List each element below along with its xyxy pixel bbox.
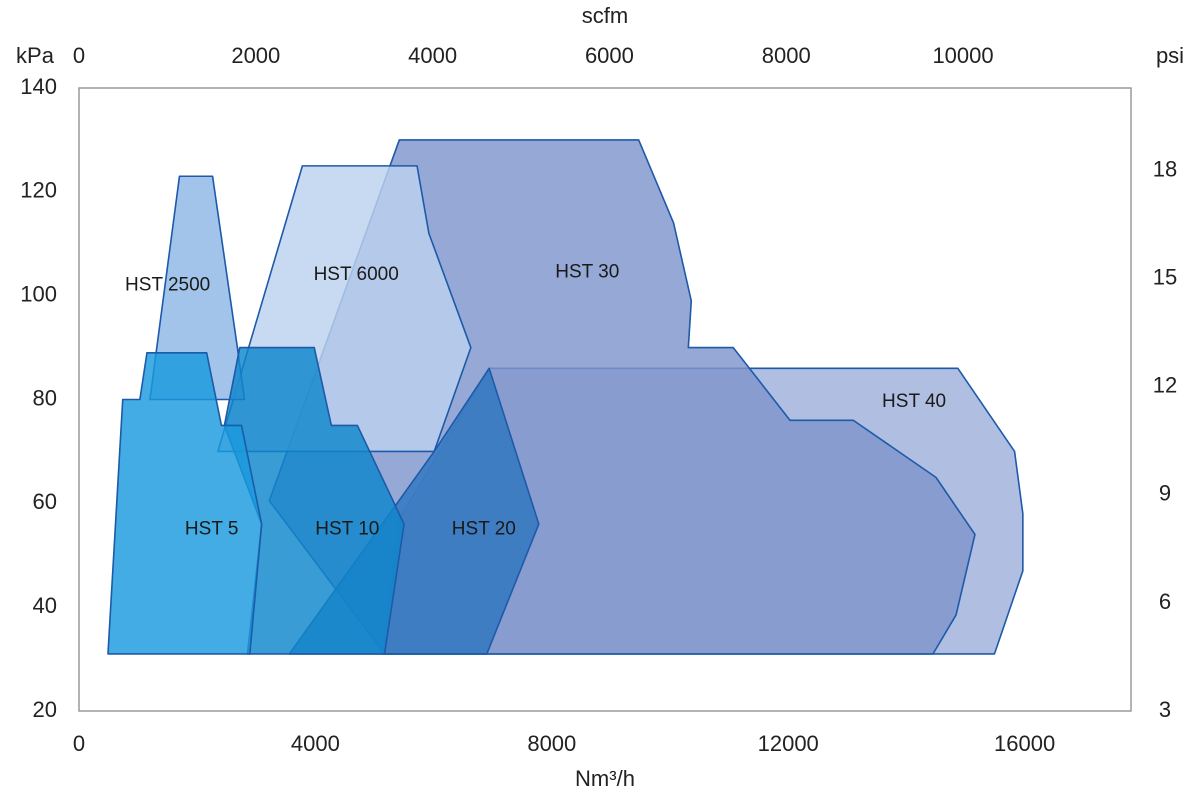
x2-tick-label: 2000 xyxy=(231,43,280,68)
x2-tick-label: 10000 xyxy=(932,43,993,68)
series-label: HST 40 xyxy=(882,391,946,412)
y-tick-label: 80 xyxy=(33,385,57,410)
x2-tick-label: 0 xyxy=(73,43,85,68)
y-tick-label: 140 xyxy=(20,74,57,99)
x-tick-label: 12000 xyxy=(758,731,819,756)
x-tick-label: 4000 xyxy=(291,731,340,756)
series-label: HST 30 xyxy=(555,261,619,282)
x-tick-label: 16000 xyxy=(994,731,1055,756)
x-tick-label: 8000 xyxy=(527,731,576,756)
y-tick-label: 20 xyxy=(33,697,57,722)
plot-frame xyxy=(78,87,1132,712)
y2-tick-label: 9 xyxy=(1159,481,1171,506)
y-tick-label: 60 xyxy=(33,489,57,514)
y2-tick-label: 6 xyxy=(1159,589,1171,614)
x2-tick-label: 4000 xyxy=(408,43,457,68)
envelope xyxy=(107,351,263,655)
series-label: HST 2500 xyxy=(125,274,210,295)
x2-tick-label: 6000 xyxy=(585,43,634,68)
y2-tick-label: 12 xyxy=(1153,373,1177,398)
y-axis-label: kPa xyxy=(16,43,55,68)
x-axis-label: Nm³/h xyxy=(575,766,635,791)
series-label: HST 5 xyxy=(185,518,239,539)
series-label: HST 10 xyxy=(315,518,379,539)
y2-tick-label: 18 xyxy=(1153,157,1177,182)
x2-tick-label: 8000 xyxy=(762,43,811,68)
y-tick-label: 40 xyxy=(33,593,57,618)
y2-tick-label: 15 xyxy=(1153,265,1177,290)
x-tick-label: 0 xyxy=(73,731,85,756)
y2-tick-label: 3 xyxy=(1159,697,1171,722)
y-tick-label: 120 xyxy=(20,178,57,203)
y-tick-label: 100 xyxy=(20,281,57,306)
x2-axis-label: scfm xyxy=(582,3,628,28)
y2-axis-label: psi xyxy=(1156,43,1184,68)
series-label: HST 6000 xyxy=(314,264,399,285)
series-label: HST 20 xyxy=(452,518,516,539)
